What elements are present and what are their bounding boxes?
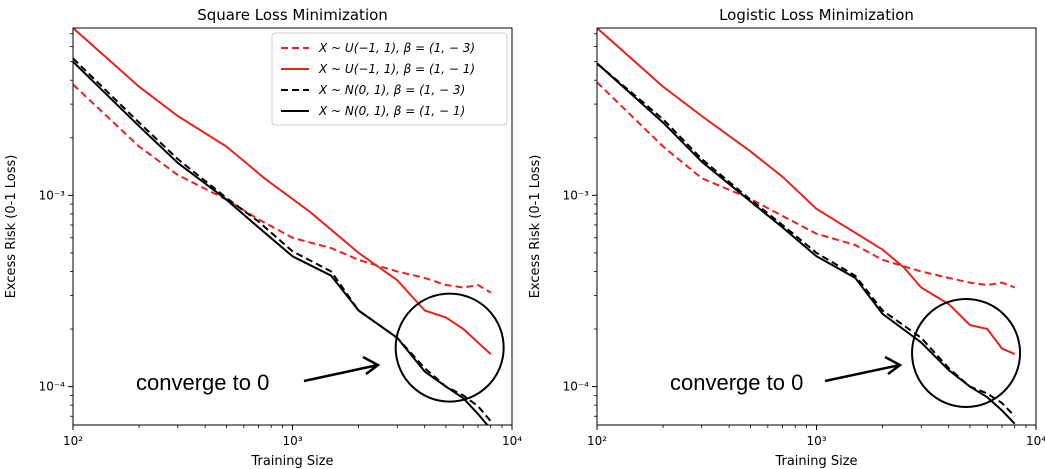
y-tick-label: 10⁻³ — [563, 188, 590, 202]
annotation-arrow-shaft — [303, 363, 379, 383]
chart-panel-2: 10² 10³ 10⁴ 10⁻⁴ 10⁻³ Logistic Loss Minimizat… — [528, 6, 1045, 469]
annotation-arrow-head — [884, 355, 903, 375]
annotation-circle — [394, 292, 505, 403]
y-tick-label: 10⁻⁴ — [563, 380, 590, 394]
x-tick-label: 10⁴ — [1026, 434, 1045, 448]
y-axis-label: Excess Risk (0-1 Loss) — [528, 155, 543, 299]
legend-label-1: X ~ U(−1, 1), β = (1, − 3) — [318, 41, 475, 55]
x-tick-label: 10³ — [282, 434, 302, 448]
x-axis-label: Training Size — [250, 454, 333, 469]
series-line-4 — [597, 62, 1016, 425]
legend-box — [271, 32, 508, 126]
legend: X ~ U(−1, 1), β = (1, − 3) X ~ U(−1, 1), … — [271, 32, 508, 126]
y-tick-label: 10⁻³ — [39, 188, 66, 202]
x-tick-label: 10⁴ — [502, 434, 522, 448]
chart-panel-1: 10² 10³ 10⁴ 10⁻⁴ 10⁻³ Square Loss Minimizatio… — [4, 6, 522, 469]
legend-label-3: X ~ N(0, 1), β = (1, − 3) — [318, 83, 465, 97]
series-line-2 — [597, 28, 1016, 356]
x-tick-label: 10³ — [806, 434, 826, 448]
series-line-1 — [597, 81, 1016, 289]
annotation-text: converge to 0 — [136, 370, 269, 395]
y-axis-label: Excess Risk (0-1 Loss) — [4, 155, 19, 299]
series-line-4 — [73, 60, 489, 425]
x-axis-label: Training Size — [774, 454, 857, 469]
legend-label-2: X ~ U(−1, 1), β = (1, − 1) — [318, 62, 475, 76]
series-line-2 — [73, 28, 492, 355]
chart-title: Logistic Loss Minimization — [719, 6, 914, 24]
x-tick-label: 10² — [587, 434, 607, 448]
series-line-3 — [73, 57, 492, 422]
annotation-circle — [911, 297, 1022, 408]
y-tick-label: 10⁻⁴ — [39, 380, 66, 394]
chart-title: Square Loss Minimization — [197, 6, 388, 24]
legend-label-4: X ~ N(0, 1), β = (1, − 1) — [318, 104, 465, 118]
annotation-arrow-head — [362, 355, 381, 375]
x-tick-label: 10² — [63, 434, 83, 448]
annotation-arrow-shaft — [824, 363, 901, 383]
series-line-3 — [597, 62, 1016, 417]
series-line-1 — [73, 83, 492, 294]
annotation-text: converge to 0 — [670, 370, 803, 395]
